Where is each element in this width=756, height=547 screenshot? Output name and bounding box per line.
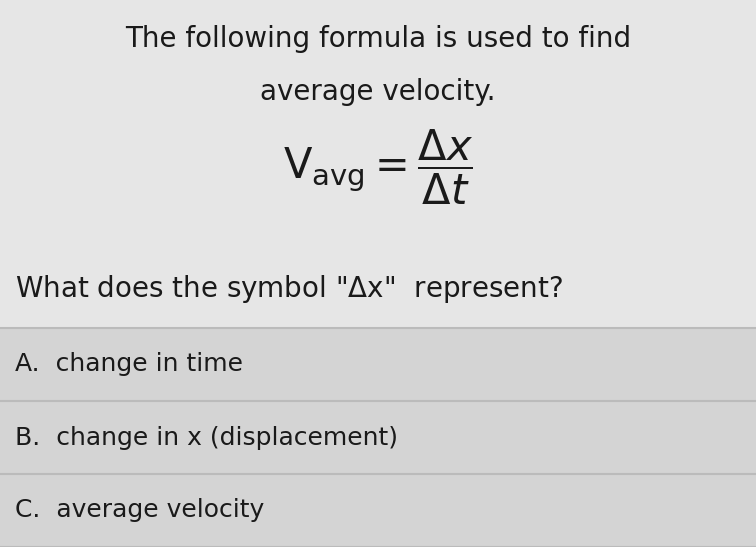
- Text: What does the symbol "$\Delta$x"  represent?: What does the symbol "$\Delta$x" represe…: [15, 272, 563, 305]
- Bar: [0, 401, 756, 474]
- Bar: [0, 0, 756, 328]
- Text: The following formula is used to find: The following formula is used to find: [125, 25, 631, 54]
- Text: average velocity.: average velocity.: [260, 78, 496, 106]
- Text: C.  average velocity: C. average velocity: [15, 498, 265, 522]
- Bar: [0, 474, 756, 547]
- Bar: [0, 328, 756, 401]
- Text: $\mathregular{V_{avg}}=\dfrac{\Delta x}{\Delta t}$: $\mathregular{V_{avg}}=\dfrac{\Delta x}{…: [283, 128, 473, 207]
- Text: B.  change in x (displacement): B. change in x (displacement): [15, 426, 398, 450]
- Text: A.  change in time: A. change in time: [15, 352, 243, 376]
